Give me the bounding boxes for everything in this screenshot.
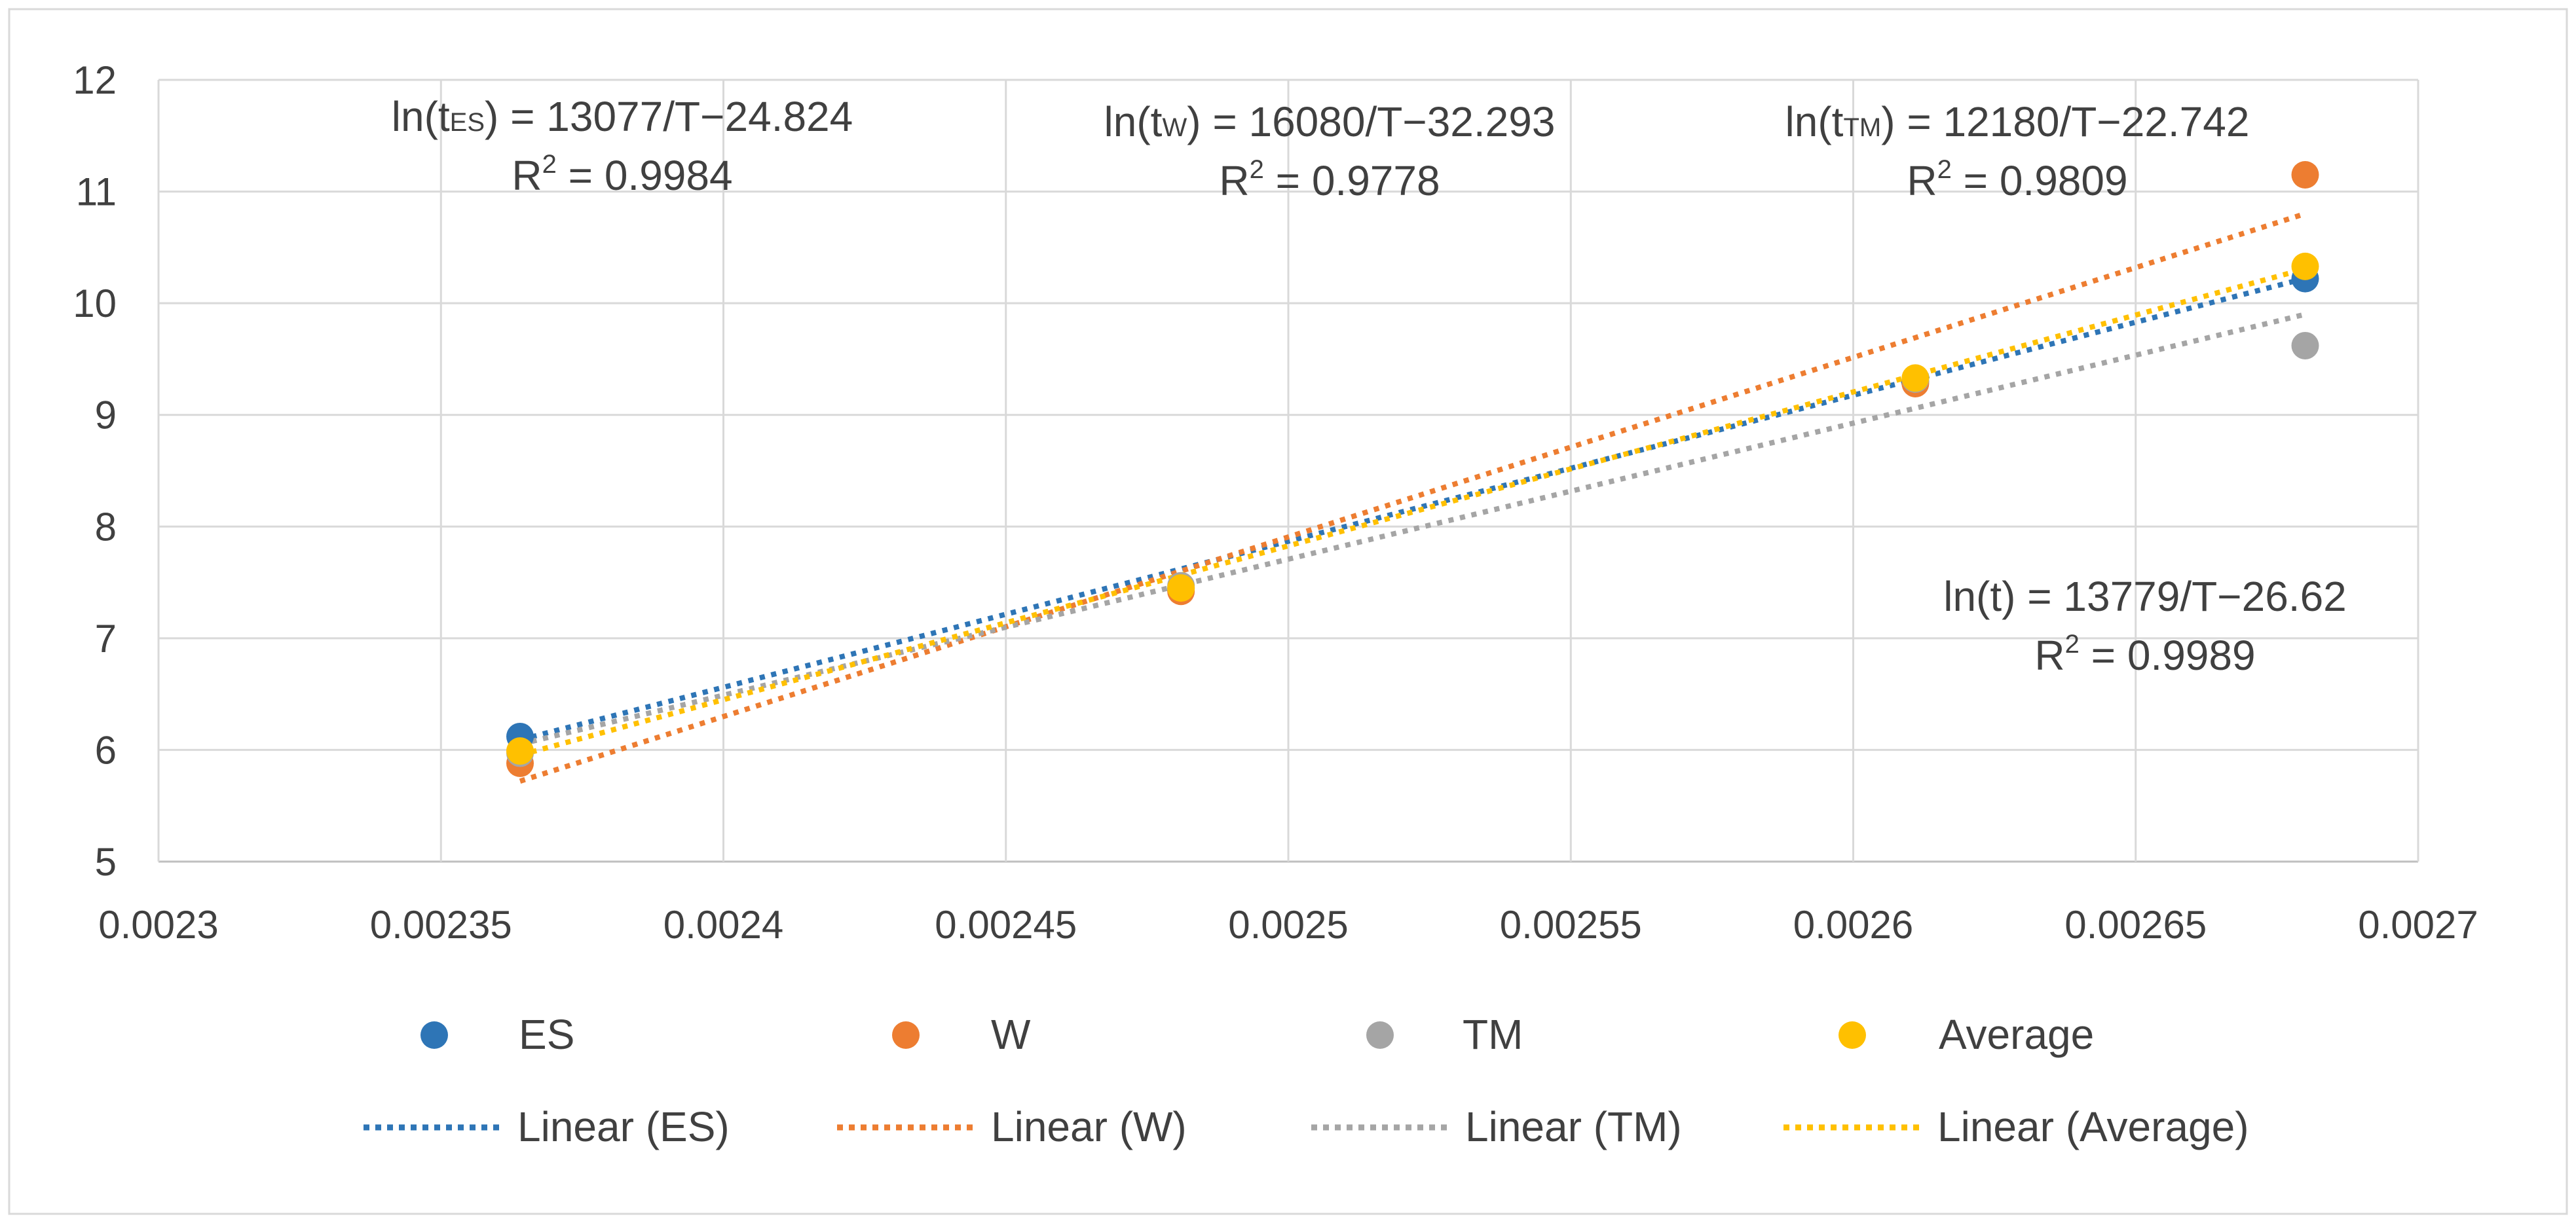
y-tick-label: 11 [76, 170, 117, 214]
y-tick-label: 7 [95, 617, 117, 661]
annotation-es: ln(tES) = 13077/T−24.824 R2 = 0.9984 [392, 93, 853, 199]
point-average [1167, 574, 1195, 602]
point-w [2291, 160, 2319, 189]
legend: ES W TM Average Linear (ES) Linear (W) L… [364, 1011, 2249, 1150]
point-tm [2291, 331, 2319, 359]
y-tick-label: 8 [95, 505, 117, 549]
y-tick-label: 6 [95, 728, 117, 772]
trendline-es [519, 276, 2306, 742]
x-tick-label: 0.0025 [1228, 903, 1349, 947]
x-tick-label: 0.0027 [2358, 903, 2478, 947]
y-tick-label: 9 [95, 393, 117, 437]
x-tick-label: 0.00265 [2064, 903, 2207, 947]
point-average [2291, 252, 2319, 280]
x-tick-label: 0.00255 [1500, 903, 1642, 947]
annotation-average: ln(t) = 13779/T−26.62 R2 = 0.9989 [1943, 573, 2347, 679]
annotation-es-r2: R2 = 0.9984 [512, 150, 732, 199]
y-tick-label: 5 [95, 840, 117, 884]
annotation-tm: ln(tTM) = 12180/T−22.742 R2 = 0.9809 [1785, 98, 2250, 204]
annotation-tm-equation: ln(tTM) = 12180/T−22.742 [1785, 98, 2250, 145]
axis-ticks: 5 6 7 8 9 10 11 12 0.0023 0.00235 0.0024 0.00245 0.0… [73, 58, 2478, 947]
x-tick-label: 0.0023 [98, 903, 219, 947]
y-tick-label: 12 [73, 58, 117, 102]
x-tick-label: 0.0024 [663, 903, 784, 947]
legend-marker-average [1839, 1021, 1866, 1049]
point-average [1901, 364, 1930, 392]
trendline-w [519, 211, 2306, 784]
legend-label-tm: TM [1463, 1011, 1523, 1058]
annotation-es-equation: ln(tES) = 13077/T−24.824 [392, 93, 853, 140]
legend-label-es: ES [519, 1011, 574, 1058]
annotation-w-equation: ln(tW) = 16080/T−32.293 [1104, 98, 1556, 145]
legend-label-w: W [991, 1011, 1031, 1058]
annotation-tm-r2: R2 = 0.9809 [1907, 155, 2127, 204]
legend-label-average: Average [1939, 1011, 2094, 1058]
point-average [506, 737, 534, 765]
y-tick-label: 10 [73, 282, 117, 325]
annotation-w: ln(tW) = 16080/T−32.293 R2 = 0.9778 [1104, 98, 1556, 204]
x-tick-label: 0.00245 [935, 903, 1077, 947]
annotation-w-r2: R2 = 0.9778 [1219, 155, 1440, 204]
legend-marker-tm [1366, 1021, 1394, 1049]
x-tick-label: 0.0026 [1793, 903, 1914, 947]
x-tick-label: 0.00235 [370, 903, 512, 947]
annotation-average-equation: ln(t) = 13779/T−26.62 [1943, 573, 2347, 620]
annotation-average-r2: R2 = 0.9989 [2034, 630, 2255, 679]
trendlines [519, 211, 2306, 784]
legend-label-linear-w: Linear (W) [991, 1103, 1187, 1150]
legend-marker-w [892, 1021, 920, 1049]
data-points [506, 160, 2319, 777]
legend-marker-es [420, 1021, 448, 1049]
trendline-average [519, 266, 2306, 758]
legend-label-linear-average: Linear (Average) [1937, 1103, 2249, 1150]
legend-label-linear-es: Linear (ES) [517, 1103, 730, 1150]
legend-label-linear-tm: Linear (TM) [1465, 1103, 1682, 1150]
